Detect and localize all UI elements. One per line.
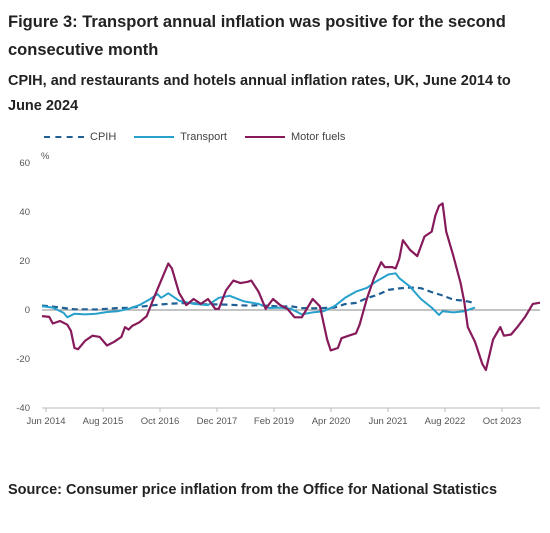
legend-label-motor-fuels: Motor fuels — [290, 131, 346, 143]
x-tick-label: Oct 2023 — [483, 416, 522, 427]
series-line-transport — [41, 272, 476, 319]
x-tick-label: Apr 2020 — [312, 416, 351, 427]
y-tick-label: -40 — [16, 403, 30, 414]
x-tick-label: Aug 2022 — [425, 416, 466, 427]
x-tick-label: Jun 2014 — [26, 416, 65, 427]
series-lines — [41, 202, 541, 372]
x-tick-label: Dec 2017 — [197, 416, 238, 427]
x-tick-label: Feb 2019 — [254, 416, 294, 427]
y-axis-unit-label: % — [41, 151, 50, 162]
source-note: Source: Consumer price inflation from th… — [8, 482, 498, 498]
y-tick-label: 40 — [19, 207, 30, 218]
chart-legend: CPIH Transport Motor fuels — [44, 129, 363, 145]
y-tick-label: 20 — [19, 256, 30, 267]
y-tick-label: -20 — [16, 354, 30, 365]
y-axis: -40 -20 0 20 40 60 — [16, 158, 30, 414]
line-chart: % -40 -20 0 20 40 60 Jun 2014 Aug 2015 Oct 2016… — [16, 151, 541, 427]
legend-item-motor-fuels: Motor fuels — [244, 131, 346, 143]
x-tick-label: Aug 2015 — [83, 416, 124, 427]
series-line-motor-fuels — [41, 202, 541, 372]
legend-swatch-cpih — [44, 136, 84, 138]
legend-label-cpih: CPIH — [90, 131, 117, 143]
legend-swatch-transport — [134, 136, 175, 138]
x-tick-label: Jun 2021 — [368, 416, 407, 427]
legend-swatch-motor-fuels — [244, 136, 285, 138]
legend-label-transport: Transport — [180, 131, 227, 143]
x-tick-label: Oct 2016 — [141, 416, 180, 427]
y-tick-label: 60 — [19, 158, 30, 169]
series-line-cpih — [41, 286, 476, 311]
y-tick-label: 0 — [25, 305, 30, 316]
figure-title: Figure 3: Transport annual inflation was… — [8, 13, 506, 59]
x-axis: Jun 2014 Aug 2015 Oct 2016 Dec 2017 Feb 2019… — [26, 408, 521, 427]
legend-item-transport: Transport — [134, 131, 227, 143]
legend-item-cpih: CPIH — [44, 131, 116, 143]
figure-subtitle: CPIH, and restaurants and hotels annual … — [8, 73, 511, 114]
